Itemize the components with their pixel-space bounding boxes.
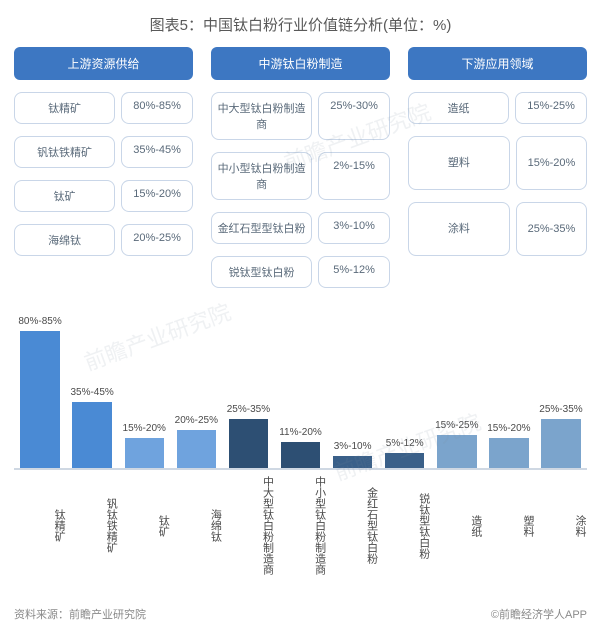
x-label: 钒钛铁精矿 [68, 476, 116, 575]
bar-value-label: 3%-10% [334, 441, 372, 452]
x-label: 中小型钛白粉制造商 [276, 476, 324, 575]
x-label: 涂料 [537, 476, 585, 575]
bar [281, 442, 320, 468]
bar [333, 456, 372, 468]
bar-wrap: 80%-85% [16, 310, 64, 468]
x-label: 钛矿 [120, 476, 168, 575]
x-label: 海绵钛 [172, 476, 220, 575]
bar-wrap: 15%-20% [120, 310, 168, 468]
bar-value-label: 15%-20% [487, 423, 530, 434]
column-header: 上游资源供给 [14, 47, 193, 80]
item-label: 塑料 [408, 136, 510, 190]
row-item: 钒钛铁精矿35%-45% [14, 136, 193, 168]
item-label: 钛精矿 [14, 92, 115, 124]
column-header: 下游应用领域 [408, 47, 587, 80]
bar-wrap: 15%-20% [485, 310, 533, 468]
bar-value-label: 5%-12% [386, 438, 424, 449]
row-item: 塑料15%-20% [408, 136, 587, 190]
bar-wrap: 15%-25% [433, 310, 481, 468]
bar-value-label: 20%-25% [175, 415, 218, 426]
column: 中游钛白粉制造中大型钛白粉制造商25%-30%中小型钛白粉制造商2%-15%金红… [211, 47, 390, 288]
row-item: 造纸15%-25% [408, 92, 587, 124]
bar [125, 438, 164, 468]
bar-value-label: 25%-35% [227, 404, 270, 415]
item-value: 15%-20% [516, 136, 587, 190]
item-value: 35%-45% [121, 136, 193, 168]
bar-wrap: 35%-45% [68, 310, 116, 468]
source-text: 资料来源：前瞻产业研究院 [14, 606, 146, 622]
x-label: 锐钛型钛白粉 [381, 476, 429, 575]
bar [385, 453, 424, 468]
item-value: 15%-25% [515, 92, 587, 124]
x-label: 塑料 [485, 476, 533, 575]
column-header: 中游钛白粉制造 [211, 47, 390, 80]
bar-chart: 80%-85% 35%-45% 15%-20% 20%-25% 25%-35% 11%-2… [14, 310, 587, 550]
bar [437, 435, 476, 468]
bar-value-label: 15%-20% [123, 423, 166, 434]
bar-value-label: 11%-20% [279, 427, 322, 438]
bar-wrap: 20%-25% [172, 310, 220, 468]
x-label: 造纸 [433, 476, 481, 575]
item-label: 造纸 [408, 92, 509, 124]
item-label: 中大型钛白粉制造商 [211, 92, 312, 140]
item-value: 20%-25% [121, 224, 193, 256]
bar [20, 331, 59, 468]
bars-row: 80%-85% 35%-45% 15%-20% 20%-25% 25%-35% 11%-2… [14, 310, 587, 470]
x-label: 钛精矿 [16, 476, 64, 575]
row-item: 钛精矿80%-85% [14, 92, 193, 124]
item-value: 3%-10% [318, 212, 390, 244]
item-value: 25%-30% [318, 92, 390, 140]
bar [541, 419, 580, 468]
bar [229, 419, 268, 468]
bar [177, 430, 216, 468]
bar [489, 438, 528, 468]
item-label: 钒钛铁精矿 [14, 136, 115, 168]
value-chain-columns: 上游资源供给钛精矿80%-85%钒钛铁精矿35%-45%钛矿15%-20%海绵钛… [0, 47, 601, 288]
x-label: 中大型钛白粉制造商 [224, 476, 272, 575]
bar [72, 402, 111, 468]
x-axis-labels: 钛精矿钒钛铁精矿钛矿海绵钛中大型钛白粉制造商中小型钛白粉制造商金红石型钛白粉锐钛… [14, 470, 587, 575]
item-value: 15%-20% [121, 180, 193, 212]
bar-value-label: 15%-25% [435, 420, 478, 431]
footer: 资料来源：前瞻产业研究院 ©前瞻经济学人APP [14, 606, 587, 622]
bar-value-label: 25%-35% [539, 404, 582, 415]
column: 上游资源供给钛精矿80%-85%钒钛铁精矿35%-45%钛矿15%-20%海绵钛… [14, 47, 193, 288]
item-label: 锐钛型钛白粉 [211, 256, 312, 288]
bar-value-label: 35%-45% [70, 387, 113, 398]
copyright-text: ©前瞻经济学人APP [491, 606, 587, 622]
item-label: 中小型钛白粉制造商 [211, 152, 312, 200]
item-value: 5%-12% [318, 256, 390, 288]
item-label: 涂料 [408, 202, 510, 256]
bar-wrap: 3%-10% [329, 310, 377, 468]
item-label: 钛矿 [14, 180, 115, 212]
row-item: 金红石型型钛白粉3%-10% [211, 212, 390, 244]
row-item: 涂料25%-35% [408, 202, 587, 256]
row-item: 钛矿15%-20% [14, 180, 193, 212]
chart-title: 图表5：中国钛白粉行业价值链分析(单位：%) [0, 0, 601, 47]
item-value: 25%-35% [516, 202, 587, 256]
row-item: 中大型钛白粉制造商25%-30% [211, 92, 390, 140]
bar-wrap: 25%-35% [537, 310, 585, 468]
bar-wrap: 11%-20% [276, 310, 324, 468]
item-label: 金红石型型钛白粉 [211, 212, 312, 244]
item-value: 2%-15% [318, 152, 390, 200]
bar-wrap: 25%-35% [224, 310, 272, 468]
bar-wrap: 5%-12% [381, 310, 429, 468]
row-item: 锐钛型钛白粉5%-12% [211, 256, 390, 288]
row-item: 海绵钛20%-25% [14, 224, 193, 256]
item-value: 80%-85% [121, 92, 193, 124]
column: 下游应用领域造纸15%-25%塑料15%-20%涂料25%-35% [408, 47, 587, 288]
row-item: 中小型钛白粉制造商2%-15% [211, 152, 390, 200]
x-label: 金红石型钛白粉 [329, 476, 377, 575]
bar-value-label: 80%-85% [18, 316, 61, 327]
item-label: 海绵钛 [14, 224, 115, 256]
